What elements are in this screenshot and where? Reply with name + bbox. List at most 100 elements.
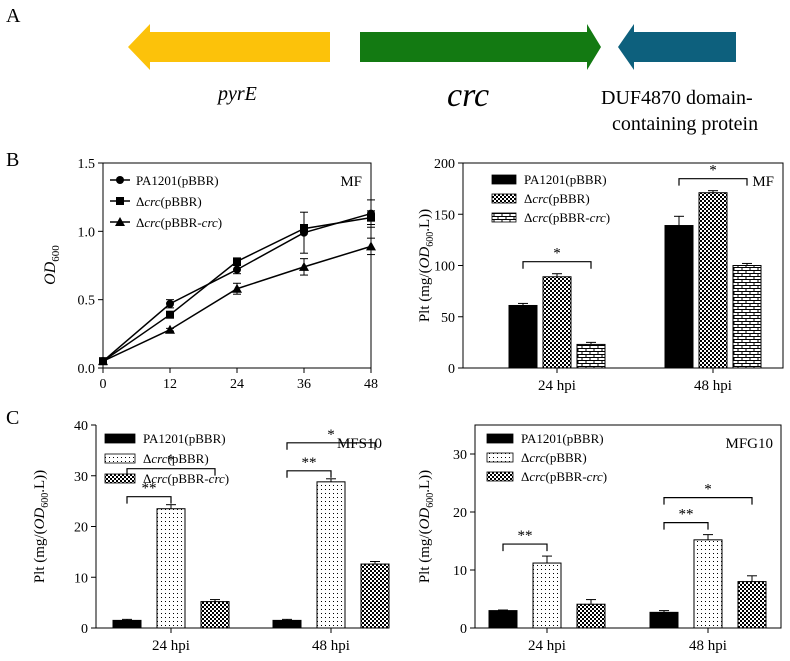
panel-label-b: B <box>6 149 19 171</box>
plt_mfg10-significance-label: * <box>704 482 712 498</box>
growth-point <box>366 241 376 251</box>
plt_mf-bar <box>542 276 572 369</box>
plt_mfg10-y-axis-label: Plt (mg/(OD600.L)) <box>417 470 436 583</box>
plt_mfg10-bar <box>693 539 723 629</box>
growth-line-chart: 0.0 0.5 1.0 1.5 0 12 24 36 48 OD600 MF PA1201(pBBR)… <box>42 157 378 392</box>
growth-point <box>165 324 175 334</box>
plt_mf-annotation: MF <box>752 174 774 190</box>
plt_mfg10-x-tick-label: 48 hpi <box>689 638 727 654</box>
plt_mfs10-legend-label: PA1201(pBBR) <box>143 431 226 446</box>
pyrE-gene-arrow <box>128 24 330 70</box>
plt_mfs10-bar <box>156 508 186 629</box>
plt_mf-bar <box>698 192 728 369</box>
plt_mfs10-significance-bracket <box>126 496 172 504</box>
plt_mfg10-x-tick-label: 24 hpi <box>528 638 566 654</box>
plt_mfg10-y-tick-label: 10 <box>453 564 467 579</box>
plt_mfs10-x-tick-label: 48 hpi <box>312 638 350 654</box>
plt_mf-legend-label: Δcrc(pBBR-crc) <box>524 210 610 225</box>
growth-point <box>300 224 308 233</box>
plt_mf-bar <box>576 343 606 369</box>
duf4870-gene-label-line1: DUF4870 domain- <box>601 87 753 109</box>
growth-point <box>98 356 108 366</box>
plt_mf-x-tick-label: 24 hpi <box>538 378 576 394</box>
crc-gene-label: crc <box>447 77 489 114</box>
duf4870-gene-label-line2: containing protein <box>612 113 758 135</box>
plt_mfg10-significance-bracket <box>663 522 709 530</box>
plt_mfs10-significance-label: ** <box>142 481 157 497</box>
plt_mf-significance-bracket <box>678 178 748 186</box>
plt_mfg10-significance-bracket <box>663 497 753 505</box>
plt_mfs10-annotation: MFS10 <box>337 436 382 452</box>
growth-x-tick-label: 12 <box>163 377 177 392</box>
growth-legend-label: Δcrc(pBBR-crc) <box>136 215 222 230</box>
plt_mfs10-significance-label: ** <box>302 455 317 471</box>
plt_mfg10-significance-label: ** <box>518 528 533 544</box>
growth-series-1: Δcrc(pBBR) <box>99 194 375 366</box>
plt_mfg10-legend-swatch <box>486 452 514 463</box>
plt_mfg10-y-tick-label: 30 <box>453 448 467 463</box>
plt_mfg10-significance-bracket <box>502 543 548 552</box>
plt_mfs10-significance-bracket <box>286 442 376 450</box>
plt_mfg10-bar <box>488 610 518 629</box>
plt_mf-significance-bracket <box>522 261 592 269</box>
plt_mfs10-x-tick-label: 24 hpi <box>152 638 190 654</box>
plt_mf-legend-label: Δcrc(pBBR) <box>524 191 590 206</box>
growth-legend-label: PA1201(pBBR) <box>136 173 219 188</box>
growth-y-tick-label: 1.5 <box>78 157 96 172</box>
plt_mfg10-plot-frame <box>474 424 782 629</box>
plt_mf-y-tick-label: 0 <box>448 362 455 377</box>
growth-legend-marker <box>116 197 124 205</box>
gene-map: pyrE crc DUF4870 domain- containing prot… <box>128 24 758 135</box>
growth-y-tick-label: 0.5 <box>78 294 96 309</box>
plt_mfg10-significance-label: ** <box>679 507 694 523</box>
growth-legend-marker <box>115 217 125 226</box>
plt_mfs10-significance-bracket <box>286 470 332 478</box>
growth-legend-label: Δcrc(pBBR) <box>136 194 202 209</box>
plt_mf-y-tick-label: 150 <box>434 208 455 223</box>
plt_mfs10-legend-swatch <box>104 453 136 464</box>
growth-point <box>166 310 174 319</box>
growth-point <box>233 257 241 266</box>
plt_mfg10-legend-swatch <box>486 471 514 482</box>
plt_mf-y-tick-label: 200 <box>434 157 455 172</box>
growth-point <box>367 213 375 222</box>
plt_mfg10-bar <box>532 562 562 629</box>
plt_mfs10-bar <box>112 619 142 629</box>
plt_mfs10-legend-label: Δcrc(pBBR-crc) <box>143 471 229 486</box>
plt_mfs10-bar <box>360 563 390 629</box>
duf4870-gene-arrow <box>618 24 736 70</box>
growth-point <box>233 265 241 274</box>
plt_mfg10-annotation: MFG10 <box>725 436 773 452</box>
plt_mfg10-bar <box>737 581 767 629</box>
plt_mfg10-legend-label: Δcrc(pBBR) <box>521 450 587 465</box>
growth-point <box>299 261 309 271</box>
plt_mf-bar <box>508 304 538 369</box>
panel-label-a: A <box>6 5 21 27</box>
panel-label-c: C <box>6 407 19 429</box>
plt_mf-x-tick-label: 48 hpi <box>694 378 732 394</box>
plt_mfg10-bar-chart: 0 10 20 30 Plt (mg/(OD600.L)) MFG10 24 hpi 48 h… <box>417 424 782 654</box>
plt_mfs10-y-tick-label: 0 <box>81 622 88 637</box>
plt_mfg10-legend-swatch <box>486 433 514 444</box>
plt_mfs10-significance-label: * <box>327 427 335 443</box>
charts: 0.0 0.5 1.0 1.5 0 12 24 36 48 OD600 MF PA1201(pBBR)… <box>32 157 784 654</box>
plt_mf-bar-chart: 0 50 100 150 200 Plt (mg/(OD600.L)) MF 24 hpi 48… <box>417 157 784 394</box>
plt_mfg10-legend-label: PA1201(pBBR) <box>521 431 604 446</box>
plt_mfg10-legend-label: Δcrc(pBBR-crc) <box>521 469 607 484</box>
crc-gene-arrow <box>360 24 601 70</box>
plt_mf-significance-label: * <box>553 246 561 262</box>
plt_mfs10-y-tick-label: 40 <box>74 419 88 434</box>
plt_mf-y-axis-label: Plt (mg/(OD600.L)) <box>417 209 436 322</box>
growth-x-tick-label: 24 <box>230 377 244 392</box>
growth-y-tick-label: 1.0 <box>78 225 96 240</box>
plt_mfs10-legend-swatch <box>104 473 136 484</box>
growth-y-axis-label: OD600 <box>42 245 62 285</box>
growth-x-tick-label: 0 <box>100 377 107 392</box>
plt_mfs10-y-tick-label: 10 <box>74 571 88 586</box>
growth-legend-marker <box>116 176 124 184</box>
plt_mfs10-y-tick-label: 20 <box>74 521 88 536</box>
plt_mfs10-bar <box>200 601 230 629</box>
growth-series-2: Δcrc(pBBR-crc) <box>98 215 376 366</box>
plt_mf-legend-swatch <box>491 174 517 185</box>
plt_mf-y-tick-label: 50 <box>441 311 455 326</box>
